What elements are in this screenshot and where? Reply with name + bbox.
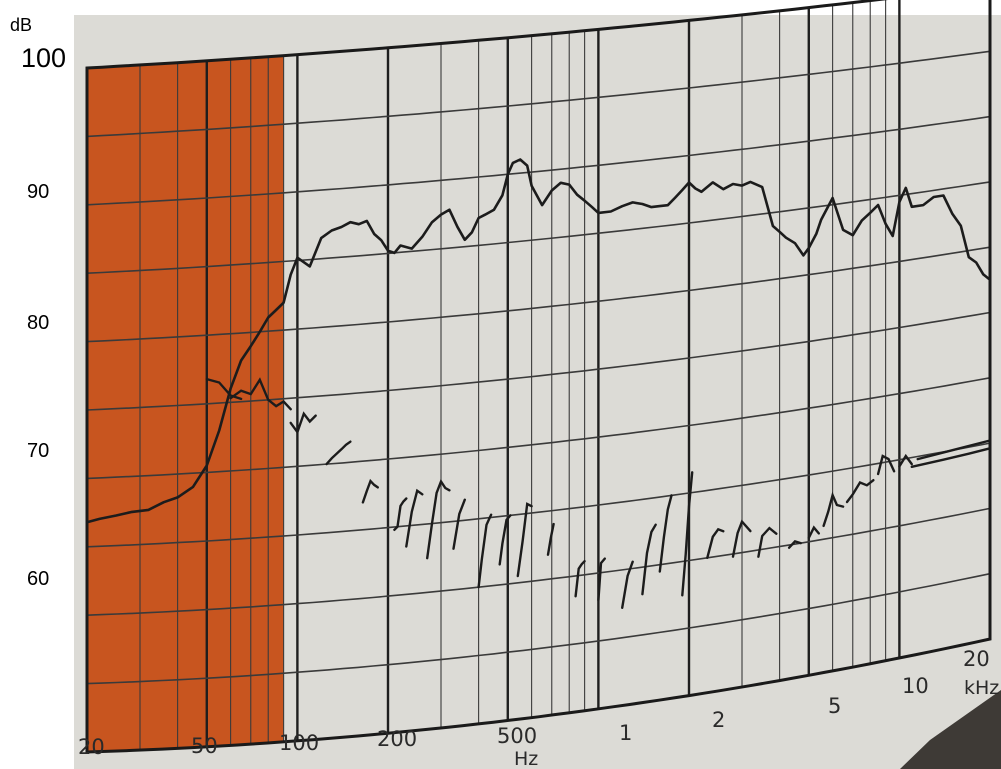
grid-line-horizontal	[86, 311, 991, 411]
grid-line-horizontal	[86, 246, 991, 343]
series-lower-trace-segment	[876, 454, 896, 476]
series-lower-trace-segment	[289, 411, 317, 435]
series-lower-trace-segment	[426, 478, 451, 560]
series-lower-trace-segment	[229, 377, 292, 411]
x-tick-label: 100	[279, 731, 319, 755]
grid-line-horizontal	[86, 572, 991, 685]
grid-line-horizontal	[86, 442, 991, 548]
x-tick-label: 500	[497, 724, 537, 748]
series-lower-trace-segment	[597, 557, 606, 602]
y-tick-label: 100	[21, 43, 66, 73]
x-axis-unit-khz: kHz	[964, 677, 999, 699]
series-lower-trace-segment	[822, 491, 845, 528]
series-lower-trace-segment	[681, 471, 694, 597]
grid-line-horizontal	[86, 50, 991, 138]
x-tick-label: 200	[377, 727, 417, 751]
x-tick-label: 20	[78, 735, 105, 759]
paper-edge-shadow	[900, 690, 1001, 769]
series-lower-trace-segment	[516, 502, 533, 578]
chart-paper	[74, 15, 1001, 769]
series-lower-trace-segment	[898, 453, 913, 468]
y-tick-label: 60	[27, 568, 49, 590]
series-lower-trace-segment	[546, 522, 555, 556]
series-lower-trace-segment	[325, 440, 352, 466]
series-lower-trace-segment	[452, 498, 466, 550]
series-lower-trace-segment	[205, 377, 243, 401]
y-axis-unit-label: dB	[10, 15, 32, 35]
series-lower-trace-segment	[405, 488, 424, 548]
highlight-band-low-frequency	[87, 55, 284, 753]
y-tick-label: 90	[27, 181, 49, 203]
x-tick-label: 20	[963, 647, 990, 671]
series-lower-trace-segment	[361, 478, 379, 504]
x-tick-label: 10	[902, 674, 929, 698]
x-tick-label: 2	[712, 708, 725, 732]
series-lower-trace-segment	[658, 494, 673, 573]
series-lower-trace-segment	[574, 560, 586, 598]
x-axis-unit-hz: Hz	[514, 748, 538, 769]
series-lower-trace-segment	[731, 519, 752, 558]
series-lower-trace-segment	[641, 523, 657, 596]
grid-line-horizontal	[86, 181, 991, 274]
y-tick-label: 80	[27, 312, 49, 334]
plot-frame	[85, 0, 992, 754]
series-lower-trace-segment	[393, 497, 408, 531]
series-lower-trace-segment	[916, 439, 992, 461]
y-tick-label: 70	[27, 440, 49, 462]
series-lower-trace-segment	[706, 527, 725, 559]
grid-line-horizontal	[86, 377, 991, 480]
series-lower-trace-segment	[621, 560, 634, 609]
series-upper-response-curve	[86, 158, 991, 524]
series-lower-trace-segment	[757, 526, 778, 558]
series-lower-trace-segment	[477, 513, 493, 589]
series-lower-trace-segment	[787, 540, 802, 549]
x-tick-label: 1	[619, 721, 632, 745]
series-lower-trace-segment	[807, 525, 820, 539]
series-lower-trace-segment	[910, 447, 992, 468]
series-lower-trace-segment	[498, 514, 512, 566]
x-tick-label: 5	[828, 694, 841, 718]
x-tick-label: 50	[191, 734, 218, 758]
grid-line-horizontal	[86, 115, 991, 206]
series-lower-trace-segment	[845, 479, 875, 504]
grid-line-horizontal	[86, 507, 991, 616]
